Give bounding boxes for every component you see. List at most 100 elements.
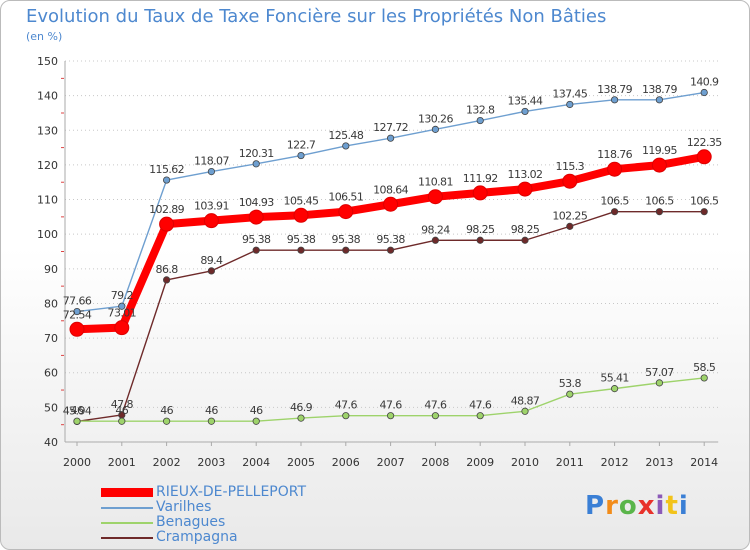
data-label: 122.7 — [287, 139, 316, 152]
legend-swatch — [101, 522, 153, 524]
data-label: 77.66 — [63, 295, 92, 308]
x-tick-label: 2006 — [332, 456, 360, 469]
legend-label: Varilhes — [156, 499, 212, 515]
legend-label: Benagues — [156, 514, 226, 530]
data-point — [655, 96, 664, 104]
data-label: 118.07 — [194, 155, 229, 168]
data-point — [566, 390, 574, 398]
x-tick-label: 2005 — [287, 456, 315, 469]
data-point — [476, 412, 484, 420]
data-label: 140.9 — [690, 76, 719, 89]
x-tick-label: 2013 — [645, 456, 673, 469]
data-point — [69, 321, 85, 337]
data-point — [476, 116, 484, 125]
data-label: 95.38 — [287, 233, 316, 246]
data-label: 115.3 — [556, 160, 585, 173]
logo-letter: r — [605, 491, 619, 521]
data-label: 138.79 — [597, 83, 632, 96]
data-point — [386, 246, 395, 254]
data-label: 79.2 — [111, 289, 133, 302]
data-label: 135.44 — [508, 94, 543, 107]
data-point — [203, 213, 219, 229]
legend-swatch — [101, 507, 153, 509]
y-tick-label: 50 — [44, 401, 58, 414]
data-point — [655, 379, 664, 387]
y-tick-label: 120 — [37, 159, 58, 172]
data-label: 98.25 — [466, 223, 495, 236]
data-label: 57.07 — [645, 366, 674, 379]
legend-swatch — [101, 488, 153, 497]
y-tick-label: 140 — [37, 90, 58, 103]
x-tick-label: 2012 — [601, 456, 629, 469]
x-tick-label: 2008 — [421, 456, 449, 469]
data-label: 46 — [71, 404, 84, 417]
data-point — [700, 88, 708, 97]
data-label: 122.35 — [687, 136, 722, 149]
x-tick-label: 2009 — [466, 456, 494, 469]
data-point — [252, 246, 260, 254]
data-label: 137.45 — [552, 87, 587, 100]
data-point — [386, 412, 395, 420]
y-tick-label: 100 — [37, 228, 58, 241]
data-point — [655, 208, 664, 216]
data-label: 103.91 — [194, 200, 229, 213]
data-label: 47.6 — [335, 399, 358, 412]
chart-title: Evolution du Taux de Taxe Foncière sur l… — [26, 6, 607, 27]
data-point — [342, 412, 350, 420]
data-label: 125.48 — [328, 129, 363, 142]
data-point — [342, 246, 350, 254]
x-tick-label: 2003 — [197, 456, 225, 469]
data-label: 115.62 — [149, 163, 184, 176]
data-point — [207, 417, 215, 425]
data-point — [163, 176, 171, 184]
legend-label: RIEUX-DE-PELLEPORT — [156, 484, 307, 500]
data-point — [476, 236, 484, 244]
data-point — [521, 407, 529, 415]
y-tick-label: 80 — [44, 297, 58, 310]
x-tick-label: 2002 — [153, 456, 181, 469]
y-tick-label: 130 — [37, 124, 58, 137]
data-point — [431, 412, 439, 420]
data-label: 127.72 — [373, 121, 408, 134]
data-label: 46 — [115, 404, 128, 417]
y-tick-label: 70 — [44, 332, 58, 345]
data-point — [297, 414, 305, 422]
data-point — [163, 276, 171, 284]
data-point — [248, 209, 264, 225]
data-point — [431, 125, 439, 133]
data-point — [252, 160, 260, 168]
data-label: 86.8 — [156, 263, 179, 276]
data-point — [427, 189, 443, 205]
data-point — [207, 267, 215, 275]
data-label: 47.6 — [424, 399, 447, 412]
x-tick-label: 2010 — [511, 456, 539, 469]
x-tick-label: 2000 — [63, 456, 91, 469]
y-tick-label: 40 — [44, 436, 58, 449]
data-label: 58.5 — [693, 361, 716, 374]
data-point — [610, 96, 619, 104]
logo-letter: t — [665, 491, 679, 521]
data-label: 118.76 — [597, 148, 632, 161]
data-label: 106.5 — [645, 195, 674, 208]
data-point — [566, 100, 574, 109]
data-label: 47.6 — [380, 399, 403, 412]
data-label: 95.38 — [332, 233, 361, 246]
data-label: 113.02 — [508, 168, 543, 181]
data-point — [562, 173, 578, 189]
data-label: 48.87 — [511, 394, 540, 407]
proxiti-logo: Proxiti — [585, 491, 689, 521]
y-tick-label: 90 — [44, 263, 58, 276]
data-point — [73, 307, 81, 316]
data-point — [651, 157, 667, 173]
data-point — [517, 181, 533, 197]
data-point — [700, 208, 708, 216]
data-point — [73, 417, 81, 425]
logo-letter: i — [655, 491, 666, 521]
x-tick-label: 2011 — [556, 456, 584, 469]
legend-label: Crampagna — [156, 529, 238, 545]
data-label: 47.6 — [469, 399, 492, 412]
data-label: 130.26 — [418, 112, 453, 125]
data-label: 120.31 — [239, 147, 274, 160]
data-point — [472, 185, 488, 201]
